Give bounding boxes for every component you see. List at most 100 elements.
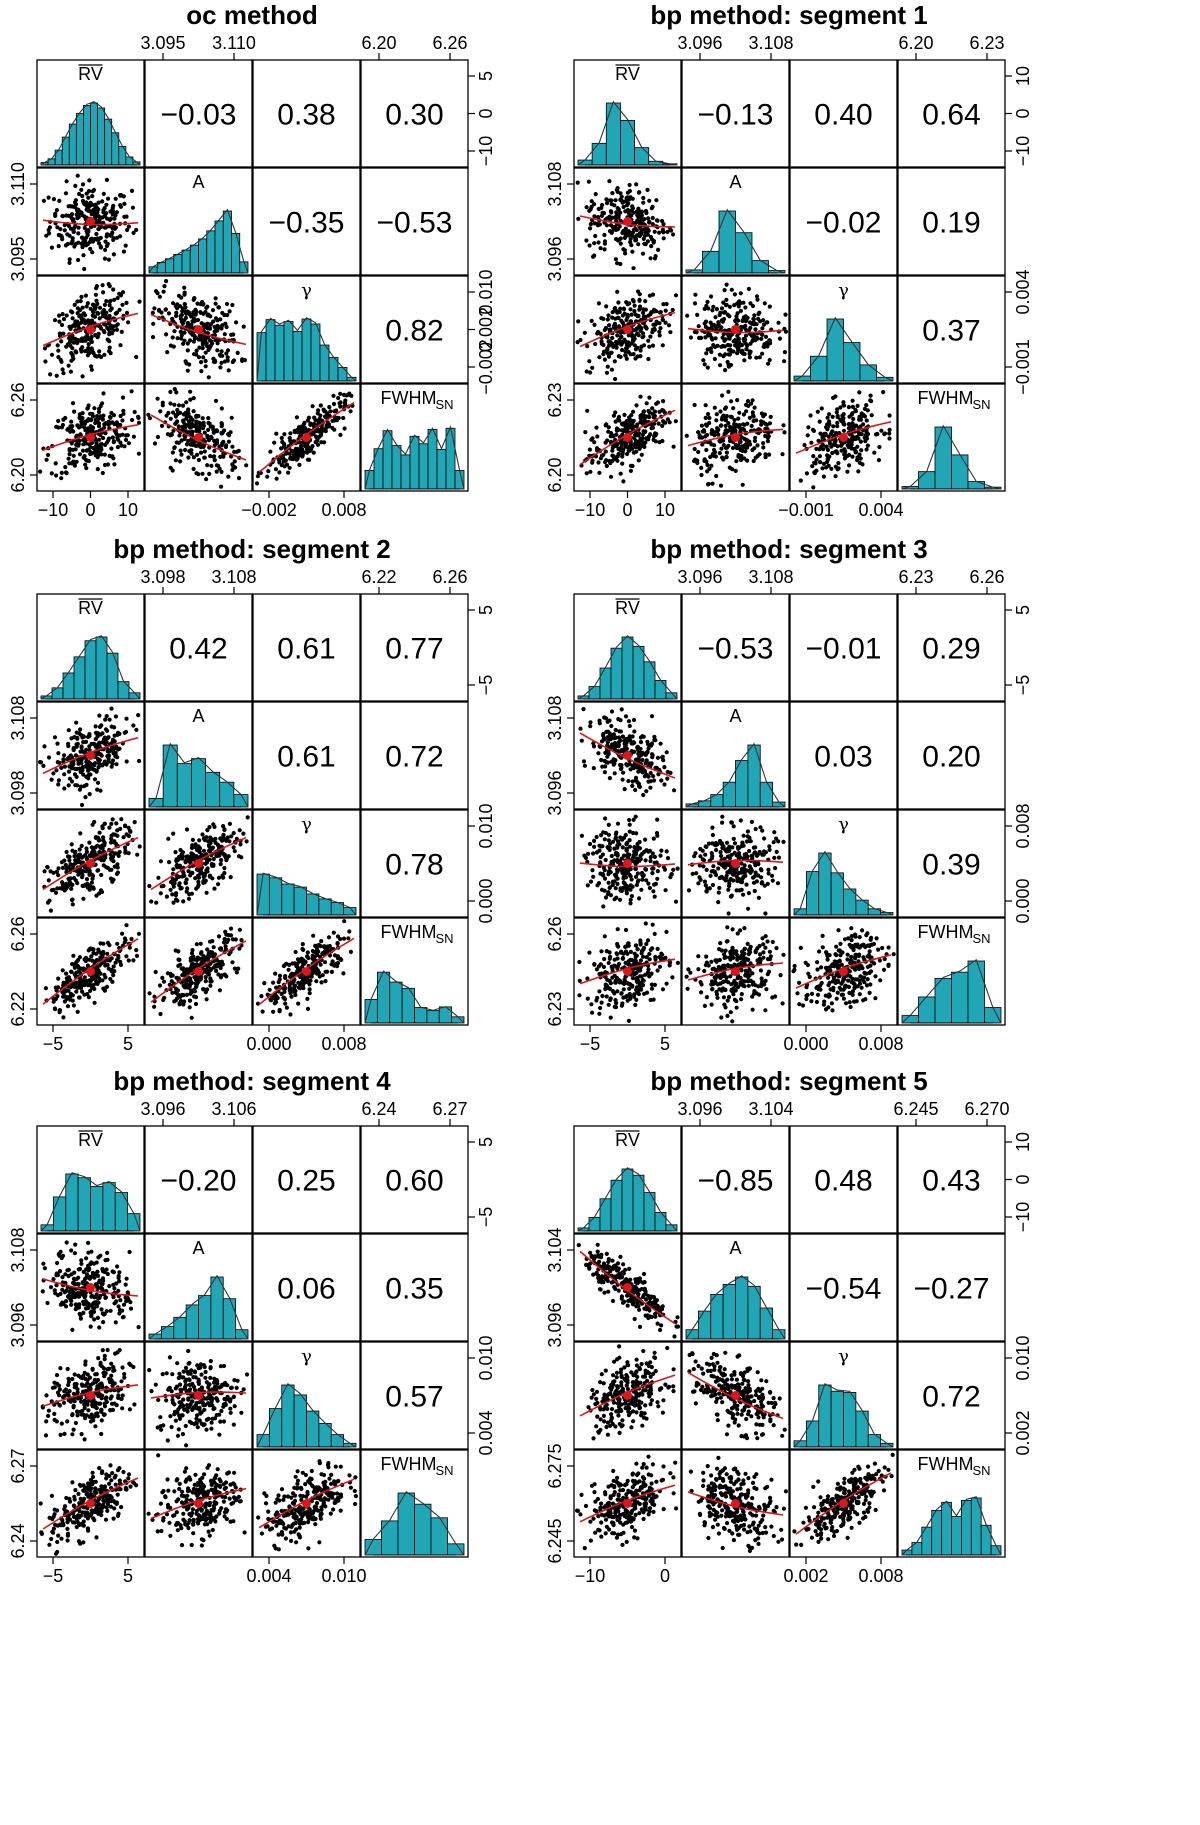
data-point [92, 314, 97, 319]
data-point [576, 216, 581, 221]
data-point [70, 352, 75, 357]
data-point [93, 845, 98, 850]
data-point [186, 455, 191, 460]
data-point [196, 457, 201, 463]
data-point [641, 307, 646, 312]
histogram-bar [967, 481, 985, 490]
data-point [101, 328, 106, 334]
data-point [64, 313, 69, 318]
data-point [631, 266, 636, 271]
data-point [65, 342, 71, 347]
data-point [176, 857, 181, 862]
data-point [621, 307, 627, 312]
data-point [83, 337, 88, 342]
data-point [157, 294, 162, 299]
density-curve [685, 208, 786, 274]
data-point [190, 438, 195, 443]
histogram-bar [148, 797, 164, 808]
data-point [100, 824, 105, 829]
data-point [229, 415, 234, 420]
data-point [348, 409, 353, 414]
data-point [628, 463, 634, 468]
density-curve [364, 425, 465, 490]
data-point [65, 232, 70, 237]
data-point [89, 946, 94, 951]
data-point [705, 462, 710, 468]
data-point [83, 853, 88, 858]
data-point [629, 213, 634, 218]
data-point [207, 874, 212, 879]
data-point [194, 414, 199, 419]
data-point [643, 314, 648, 319]
data-point [102, 462, 108, 468]
data-point [169, 432, 174, 437]
data-point [173, 850, 178, 855]
data-point [158, 409, 163, 414]
data-point [824, 425, 829, 430]
data-point [707, 415, 712, 421]
data-point [165, 350, 170, 355]
panel-frame [789, 167, 898, 276]
data-point [70, 424, 75, 429]
data-point [196, 472, 201, 477]
data-point [110, 230, 115, 235]
data-point [56, 355, 61, 360]
data-point [43, 986, 49, 991]
histogram-bar [268, 877, 283, 916]
data-point [825, 415, 830, 420]
data-point [827, 419, 832, 424]
data-point [62, 989, 67, 994]
data-point [222, 837, 227, 842]
left-tick-label: 6.26 [8, 382, 28, 417]
histogram-bar [620, 119, 635, 166]
data-point [118, 193, 123, 198]
data-point [224, 443, 229, 448]
data-point [729, 399, 734, 404]
data-point [614, 428, 620, 433]
data-point [702, 457, 707, 462]
data-point [99, 753, 104, 758]
data-point [90, 411, 95, 417]
data-point [865, 431, 871, 437]
data-point [608, 474, 614, 479]
data-point [648, 234, 654, 240]
data-point [203, 969, 208, 974]
data-point [215, 429, 220, 434]
data-point [125, 433, 130, 438]
data-point [631, 352, 636, 357]
data-point [761, 441, 766, 446]
data-point [91, 207, 96, 212]
data-point [100, 283, 105, 288]
data-point [657, 230, 662, 235]
data-point [875, 431, 880, 437]
data-point [684, 433, 689, 438]
data-point [201, 987, 206, 992]
histogram-bar [391, 445, 402, 490]
data-point [626, 231, 631, 237]
data-point [134, 727, 139, 732]
data-point [51, 771, 56, 776]
bottom-tick-label: −0.001 [778, 500, 834, 520]
data-point [105, 216, 110, 221]
data-point [135, 852, 140, 857]
data-point [234, 320, 239, 325]
data-point [227, 821, 232, 827]
data-point [171, 867, 176, 872]
data-point [190, 417, 195, 422]
data-point [184, 416, 189, 421]
data-point [654, 218, 660, 223]
data-point [175, 898, 180, 903]
data-point [704, 351, 709, 356]
data-point [182, 873, 187, 878]
data-point [316, 408, 321, 413]
data-point [318, 403, 323, 408]
data-point [97, 713, 102, 718]
data-point [61, 1015, 66, 1020]
data-point [158, 891, 163, 896]
data-point [709, 431, 714, 436]
correlation-value: 0.38 [277, 99, 335, 132]
data-point [741, 300, 746, 305]
data-point [136, 451, 141, 456]
data-point [123, 437, 129, 442]
data-point [105, 951, 110, 956]
